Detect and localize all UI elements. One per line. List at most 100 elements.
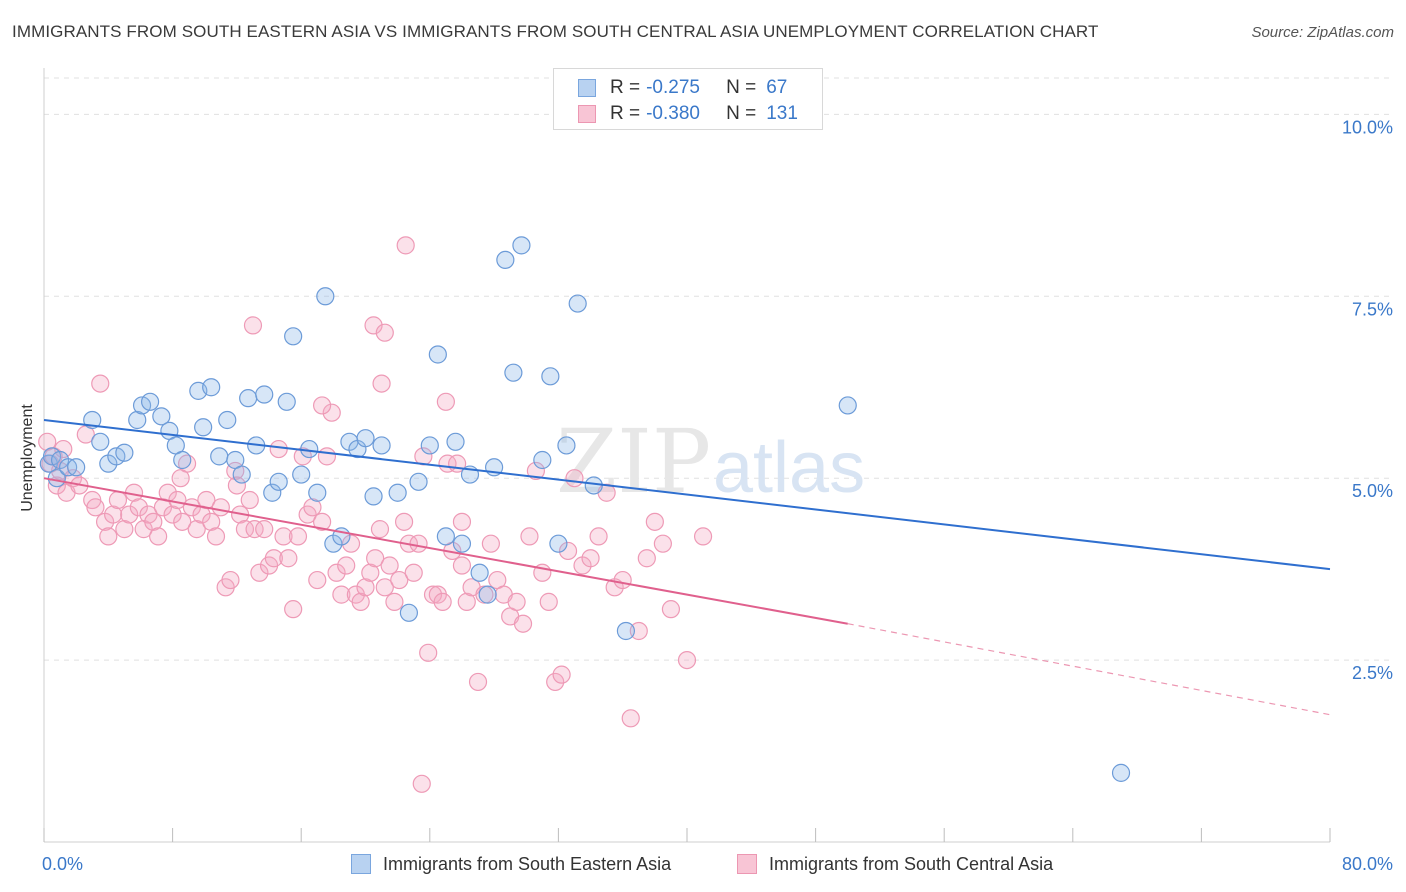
data-point-south-central-asia xyxy=(653,534,672,553)
data-point-south-central-asia xyxy=(637,549,656,568)
data-point-south-central-asia xyxy=(409,534,428,553)
data-point-south-eastern-asia xyxy=(420,436,439,455)
data-point-south-central-asia xyxy=(629,621,648,641)
data-point-south-central-asia xyxy=(452,556,472,575)
data-point-south-central-asia xyxy=(375,578,394,597)
data-point-south-central-asia xyxy=(404,563,423,582)
data-point-south-eastern-asia xyxy=(541,367,560,386)
data-point-south-eastern-asia xyxy=(202,378,221,397)
data-point-south-eastern-asia xyxy=(372,436,391,455)
data-point-south-central-asia xyxy=(312,512,332,531)
legend-n-label: N = xyxy=(726,103,757,124)
data-point-south-central-asia xyxy=(211,498,230,517)
data-point-south-eastern-asia xyxy=(616,621,636,641)
data-point-south-central-asia xyxy=(245,520,264,539)
data-point-south-central-asia xyxy=(539,592,558,611)
data-point-south-central-asia xyxy=(546,672,565,692)
legend-item-south-eastern-asia[interactable]: Immigrants from South Eastern Asia xyxy=(351,852,671,876)
data-point-south-central-asia xyxy=(322,403,341,422)
data-point-south-eastern-asia xyxy=(388,483,407,502)
data-point-south-central-asia xyxy=(284,600,303,619)
data-point-south-central-asia xyxy=(419,643,438,662)
data-point-south-central-asia xyxy=(227,476,246,495)
legend-n-value: 131 xyxy=(766,103,798,124)
data-point-south-central-asia xyxy=(693,527,713,546)
data-point-south-central-asia xyxy=(361,563,380,582)
legend-label: Immigrants from South Eastern Asia xyxy=(383,853,672,874)
data-point-south-eastern-asia xyxy=(478,585,497,604)
data-point-south-central-asia xyxy=(526,461,545,481)
data-point-south-central-asia xyxy=(396,236,415,255)
data-point-south-eastern-asia xyxy=(232,465,251,484)
legend-row-south-eastern-asia: R = -0.275 N = 67 xyxy=(578,77,787,99)
data-point-south-central-asia xyxy=(385,592,404,611)
legend-swatch-pink xyxy=(578,105,596,123)
data-point-south-central-asia xyxy=(187,520,206,539)
data-point-south-central-asia xyxy=(327,563,346,582)
data-point-south-central-asia xyxy=(104,505,123,524)
source-label: Source: ZipAtlas.com xyxy=(1251,24,1394,41)
data-point-south-eastern-asia xyxy=(91,432,110,451)
data-point-south-central-asia xyxy=(91,374,110,393)
data-point-south-central-asia xyxy=(457,592,476,611)
data-point-south-central-asia xyxy=(240,490,259,510)
trend-line-south-central-asia xyxy=(43,477,848,625)
data-point-south-central-asia xyxy=(351,592,370,611)
watermark-atlas: atlas xyxy=(713,428,865,508)
data-point-south-central-asia xyxy=(99,527,118,546)
data-point-south-central-asia xyxy=(120,505,139,524)
data-point-south-central-asia xyxy=(645,512,664,531)
data-point-south-central-asia xyxy=(677,650,697,670)
data-point-south-central-asia xyxy=(661,600,681,619)
data-point-south-central-asia xyxy=(356,578,375,597)
data-point-south-central-asia xyxy=(558,541,578,561)
x-tick-label: 0.0% xyxy=(42,854,83,874)
data-point-south-eastern-asia xyxy=(173,450,192,470)
data-point-south-eastern-asia xyxy=(470,563,489,582)
data-point-south-central-asia xyxy=(341,534,361,553)
data-point-south-eastern-asia xyxy=(140,392,160,411)
data-point-south-eastern-asia xyxy=(399,603,419,622)
data-point-south-eastern-asia xyxy=(512,236,531,255)
data-point-south-eastern-asia xyxy=(128,410,147,430)
data-point-south-central-asia xyxy=(390,570,409,590)
y-tick-label: 7.5% xyxy=(1352,299,1393,319)
data-point-south-central-asia xyxy=(255,520,274,539)
stats-legend: R = -0.275 N = 67 R = -0.380 N = 131 xyxy=(553,68,823,130)
data-point-south-central-asia xyxy=(613,570,632,590)
data-point-south-central-asia xyxy=(144,512,163,531)
data-point-south-central-asia xyxy=(115,520,134,539)
data-point-south-central-asia xyxy=(250,563,269,582)
data-point-south-central-asia xyxy=(149,527,168,546)
data-point-south-central-asia xyxy=(202,512,221,531)
data-point-south-eastern-asia xyxy=(308,483,327,502)
legend-label: Immigrants from South Central Asia xyxy=(769,853,1054,874)
data-point-south-central-asia xyxy=(513,614,533,633)
legend-r-value: -0.380 xyxy=(646,103,700,124)
data-point-south-eastern-asia xyxy=(838,396,857,415)
data-point-south-central-asia xyxy=(221,570,240,590)
data-point-south-central-asia xyxy=(274,527,293,546)
data-point-south-central-asia xyxy=(372,374,391,393)
data-point-south-central-asia xyxy=(108,490,128,510)
data-point-south-central-asia xyxy=(308,570,327,590)
tick-labels: 2.5% 5.0% 7.5% 10.0% 0.0% 80.0% xyxy=(42,117,1393,874)
data-point-south-eastern-asia xyxy=(568,294,587,313)
trend-line-south-central-asia-extension xyxy=(847,623,1331,716)
data-point-south-central-asia xyxy=(288,527,308,546)
data-point-south-central-asia xyxy=(565,469,584,488)
data-point-south-central-asia xyxy=(173,512,192,531)
data-point-south-central-asia xyxy=(366,549,385,568)
trend-line-south-eastern-asia xyxy=(43,418,1331,571)
legend-item-south-central-asia[interactable]: Immigrants from South Central Asia xyxy=(737,852,1053,876)
data-point-south-eastern-asia xyxy=(452,534,472,553)
data-point-south-eastern-asia xyxy=(115,443,134,462)
data-point-south-central-asia xyxy=(589,527,608,546)
data-point-south-central-asia xyxy=(436,392,455,411)
data-point-south-eastern-asia xyxy=(356,429,375,448)
data-point-south-central-asia xyxy=(171,469,190,488)
data-point-south-central-asia xyxy=(364,316,383,335)
data-point-south-central-asia xyxy=(243,316,263,335)
data-point-south-central-asia xyxy=(621,709,640,728)
series-south-central-asia-points xyxy=(38,236,713,793)
